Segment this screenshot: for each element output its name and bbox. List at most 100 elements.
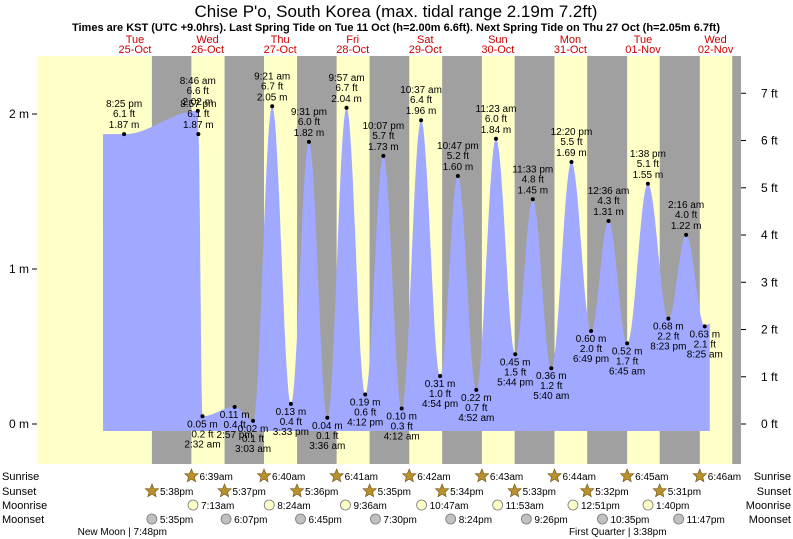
moonrise-icon	[642, 499, 654, 511]
tide-m-label: 0.05 m	[187, 419, 218, 430]
tide-point	[288, 401, 293, 406]
chart-subtitle: Times are KST (UTC +9.0hrs). Last Spring…	[72, 22, 720, 34]
y-right-tick-label: 7 ft	[761, 86, 778, 100]
day-name-label: Sat	[417, 34, 434, 46]
tide-ft-label: 0.6 ft	[354, 408, 376, 419]
moonset-time: 7:30pm	[383, 515, 416, 526]
sunset-star-icon	[652, 483, 668, 498]
moonrise-time: 11:53am	[506, 501, 544, 512]
tide-ft-label: 6.0 ft	[485, 114, 507, 125]
tide-point	[625, 341, 630, 346]
tide-m-label: 1.45 m	[517, 185, 548, 196]
tide-m-label: 1.87 m	[183, 120, 214, 131]
tide-m-label: 1.84 m	[481, 125, 512, 136]
tide-ft-label: 5.2 ft	[447, 151, 469, 162]
sunrise-star-icon	[619, 468, 635, 483]
tide-point	[438, 373, 443, 378]
y-right-tick-label: 4 ft	[761, 228, 778, 242]
tide-ft-label: 5.1 ft	[637, 159, 659, 170]
day-date-label: 31-Oct	[554, 44, 587, 56]
sunset-time: 5:35pm	[378, 487, 411, 498]
day-date-label: 01-Nov	[625, 44, 661, 56]
day-name-label: Sun	[488, 34, 508, 46]
tide-m-label: 0.36 m	[536, 371, 567, 382]
tide-m-label: 0.63 m	[689, 329, 720, 340]
moonset-time: 6:07pm	[234, 515, 267, 526]
tide-m-label: 2.04 m	[331, 94, 362, 105]
moonrise-time: 10:47am	[430, 501, 469, 512]
row-label-left: Sunrise	[2, 471, 39, 483]
day-labels: Tue25-OctWed26-OctThu27-OctFri28-OctSat2…	[118, 34, 733, 56]
y-left-tick-label: 1 m	[9, 262, 29, 276]
tide-ft-label: 4.3 ft	[597, 196, 619, 207]
tide-time-label: 10:07 pm	[362, 121, 404, 132]
tide-point	[122, 132, 127, 137]
day-date-label: 28-Oct	[336, 44, 369, 56]
tide-point	[232, 404, 237, 409]
tide-time-label: 11:23 am	[476, 104, 517, 115]
tide-time-label: 5:44 pm	[497, 377, 533, 388]
tide-time-label: 4:12 am	[384, 432, 420, 443]
moonset-time: 8:24pm	[459, 515, 492, 526]
tide-m-label: 0.02 m	[238, 424, 269, 435]
tide-m-label: 0.13 m	[276, 407, 307, 418]
tide-point	[702, 324, 707, 329]
sunset-time: 5:34pm	[450, 487, 483, 498]
sunrise-time: 6:45am	[635, 472, 668, 483]
tide-m-label: 0.10 m	[386, 412, 417, 423]
tide-time-label: 8:25 pm	[106, 99, 142, 110]
tide-ft-label: 1.0 ft	[429, 389, 451, 400]
tide-ft-label: 4.0 ft	[675, 210, 697, 221]
tide-m-label: 1.82 m	[294, 128, 325, 139]
tide-ft-label: 0.1 ft	[316, 431, 338, 442]
row-label-left: Moonset	[2, 514, 44, 526]
tide-ft-label: 2.0 ft	[580, 344, 602, 355]
tide-time-label: 2:57 pm	[217, 430, 253, 441]
tide-time-label: 2:32 am	[184, 439, 220, 450]
row-label-right: Sunset	[757, 486, 791, 498]
moonset-icon	[673, 513, 685, 525]
day-date-label: 26-Oct	[191, 44, 224, 56]
sun-moon-rows: Sunrise Sunrise Sunset Sunset Moonrise Moonri…	[2, 468, 791, 538]
sunset-star-icon	[579, 483, 595, 498]
tide-time-label: 4:52 am	[458, 413, 494, 424]
sunset-star-icon	[144, 483, 160, 498]
tide-time-label: 12:36 am	[588, 186, 630, 197]
row-label-right: Moonrise	[746, 500, 791, 512]
tide-point	[474, 387, 479, 392]
sunrise-time: 6:46am	[708, 472, 741, 483]
moonset-icon	[146, 513, 158, 525]
day-name-label: Fri	[346, 34, 359, 46]
tide-time-label: 11:33 pm	[512, 164, 553, 175]
tide-ft-label: 0.7 ft	[465, 403, 487, 414]
tide-time-label: 8:25 am	[687, 349, 723, 360]
row-label-left: Sunset	[2, 486, 36, 498]
tide-m-label: 1.31 m	[593, 207, 624, 218]
tide-ft-label: 0.1 ft	[242, 434, 264, 445]
tide-m-label: 0.22 m	[461, 393, 492, 404]
day-name-label: Mon	[560, 34, 581, 46]
tide-point	[493, 136, 498, 141]
sunset-time: 5:31pm	[668, 487, 701, 498]
tide-time-label: 1:38 pm	[630, 149, 666, 160]
tide-time-label: 9:57 am	[328, 73, 364, 84]
day-name-label: Wed	[704, 34, 726, 46]
sunrise-star-icon	[547, 468, 562, 483]
moonrise-icon	[492, 499, 504, 511]
tide-time-label: 4:54 pm	[422, 399, 458, 410]
tide-m-label: 0.45 m	[500, 357, 531, 368]
moonset-icon	[520, 513, 532, 525]
day-name-label: Tue	[126, 34, 145, 46]
tide-m-label: 0.11 m	[220, 410, 250, 421]
tide-time-label: 4:12 pm	[347, 418, 383, 429]
tide-time-label: 6:49 pm	[573, 354, 609, 365]
tide-ft-label: 6.1 ft	[187, 109, 209, 120]
sunrise-star-icon	[692, 468, 708, 483]
moonset-icon	[445, 513, 457, 525]
tide-point	[419, 118, 424, 123]
sunrise-time: 6:39am	[199, 472, 232, 483]
sunrise-time: 6:40am	[272, 472, 305, 483]
tide-time-label: 8:57 pm	[180, 99, 216, 110]
tide-time-label: 10:47 pm	[437, 141, 479, 152]
sunset-star-icon	[362, 483, 378, 498]
